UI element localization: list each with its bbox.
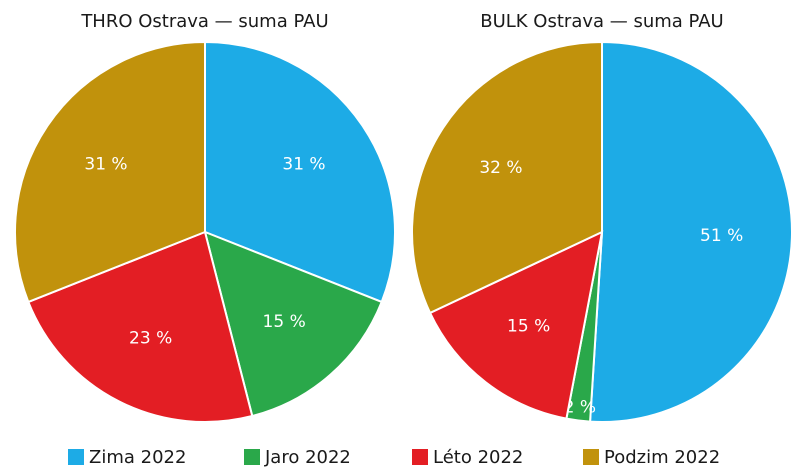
pie-slice <box>204 40 396 304</box>
value-label: 31 % <box>282 155 325 175</box>
pie-slice <box>428 230 604 420</box>
value-label: 15 % <box>507 317 550 337</box>
value-label: 2 % <box>564 397 596 417</box>
pie-slice <box>411 40 603 315</box>
legend-swatch <box>244 449 260 465</box>
legend-label: Jaro 2022 <box>264 447 351 468</box>
legend-swatch <box>412 449 428 465</box>
legend-swatch <box>68 449 84 465</box>
legend-swatch <box>583 449 599 465</box>
value-label: 51 % <box>700 226 743 246</box>
value-label: 23 % <box>129 329 172 349</box>
value-label: 31 % <box>84 155 127 175</box>
value-label: 32 % <box>479 158 522 178</box>
pie-slice <box>589 40 793 423</box>
pie-slice <box>14 40 206 304</box>
legend-label: Léto 2022 <box>433 447 523 468</box>
legend-label: Zima 2022 <box>89 447 186 468</box>
legend-label: Podzim 2022 <box>604 447 720 468</box>
chart-title: BULK Ostrava — suma PAU <box>480 11 724 32</box>
value-label: 15 % <box>263 312 306 332</box>
pie-slice <box>27 230 254 423</box>
chart-title: THRO Ostrava — suma PAU <box>80 11 328 32</box>
pie-slice <box>203 230 383 418</box>
